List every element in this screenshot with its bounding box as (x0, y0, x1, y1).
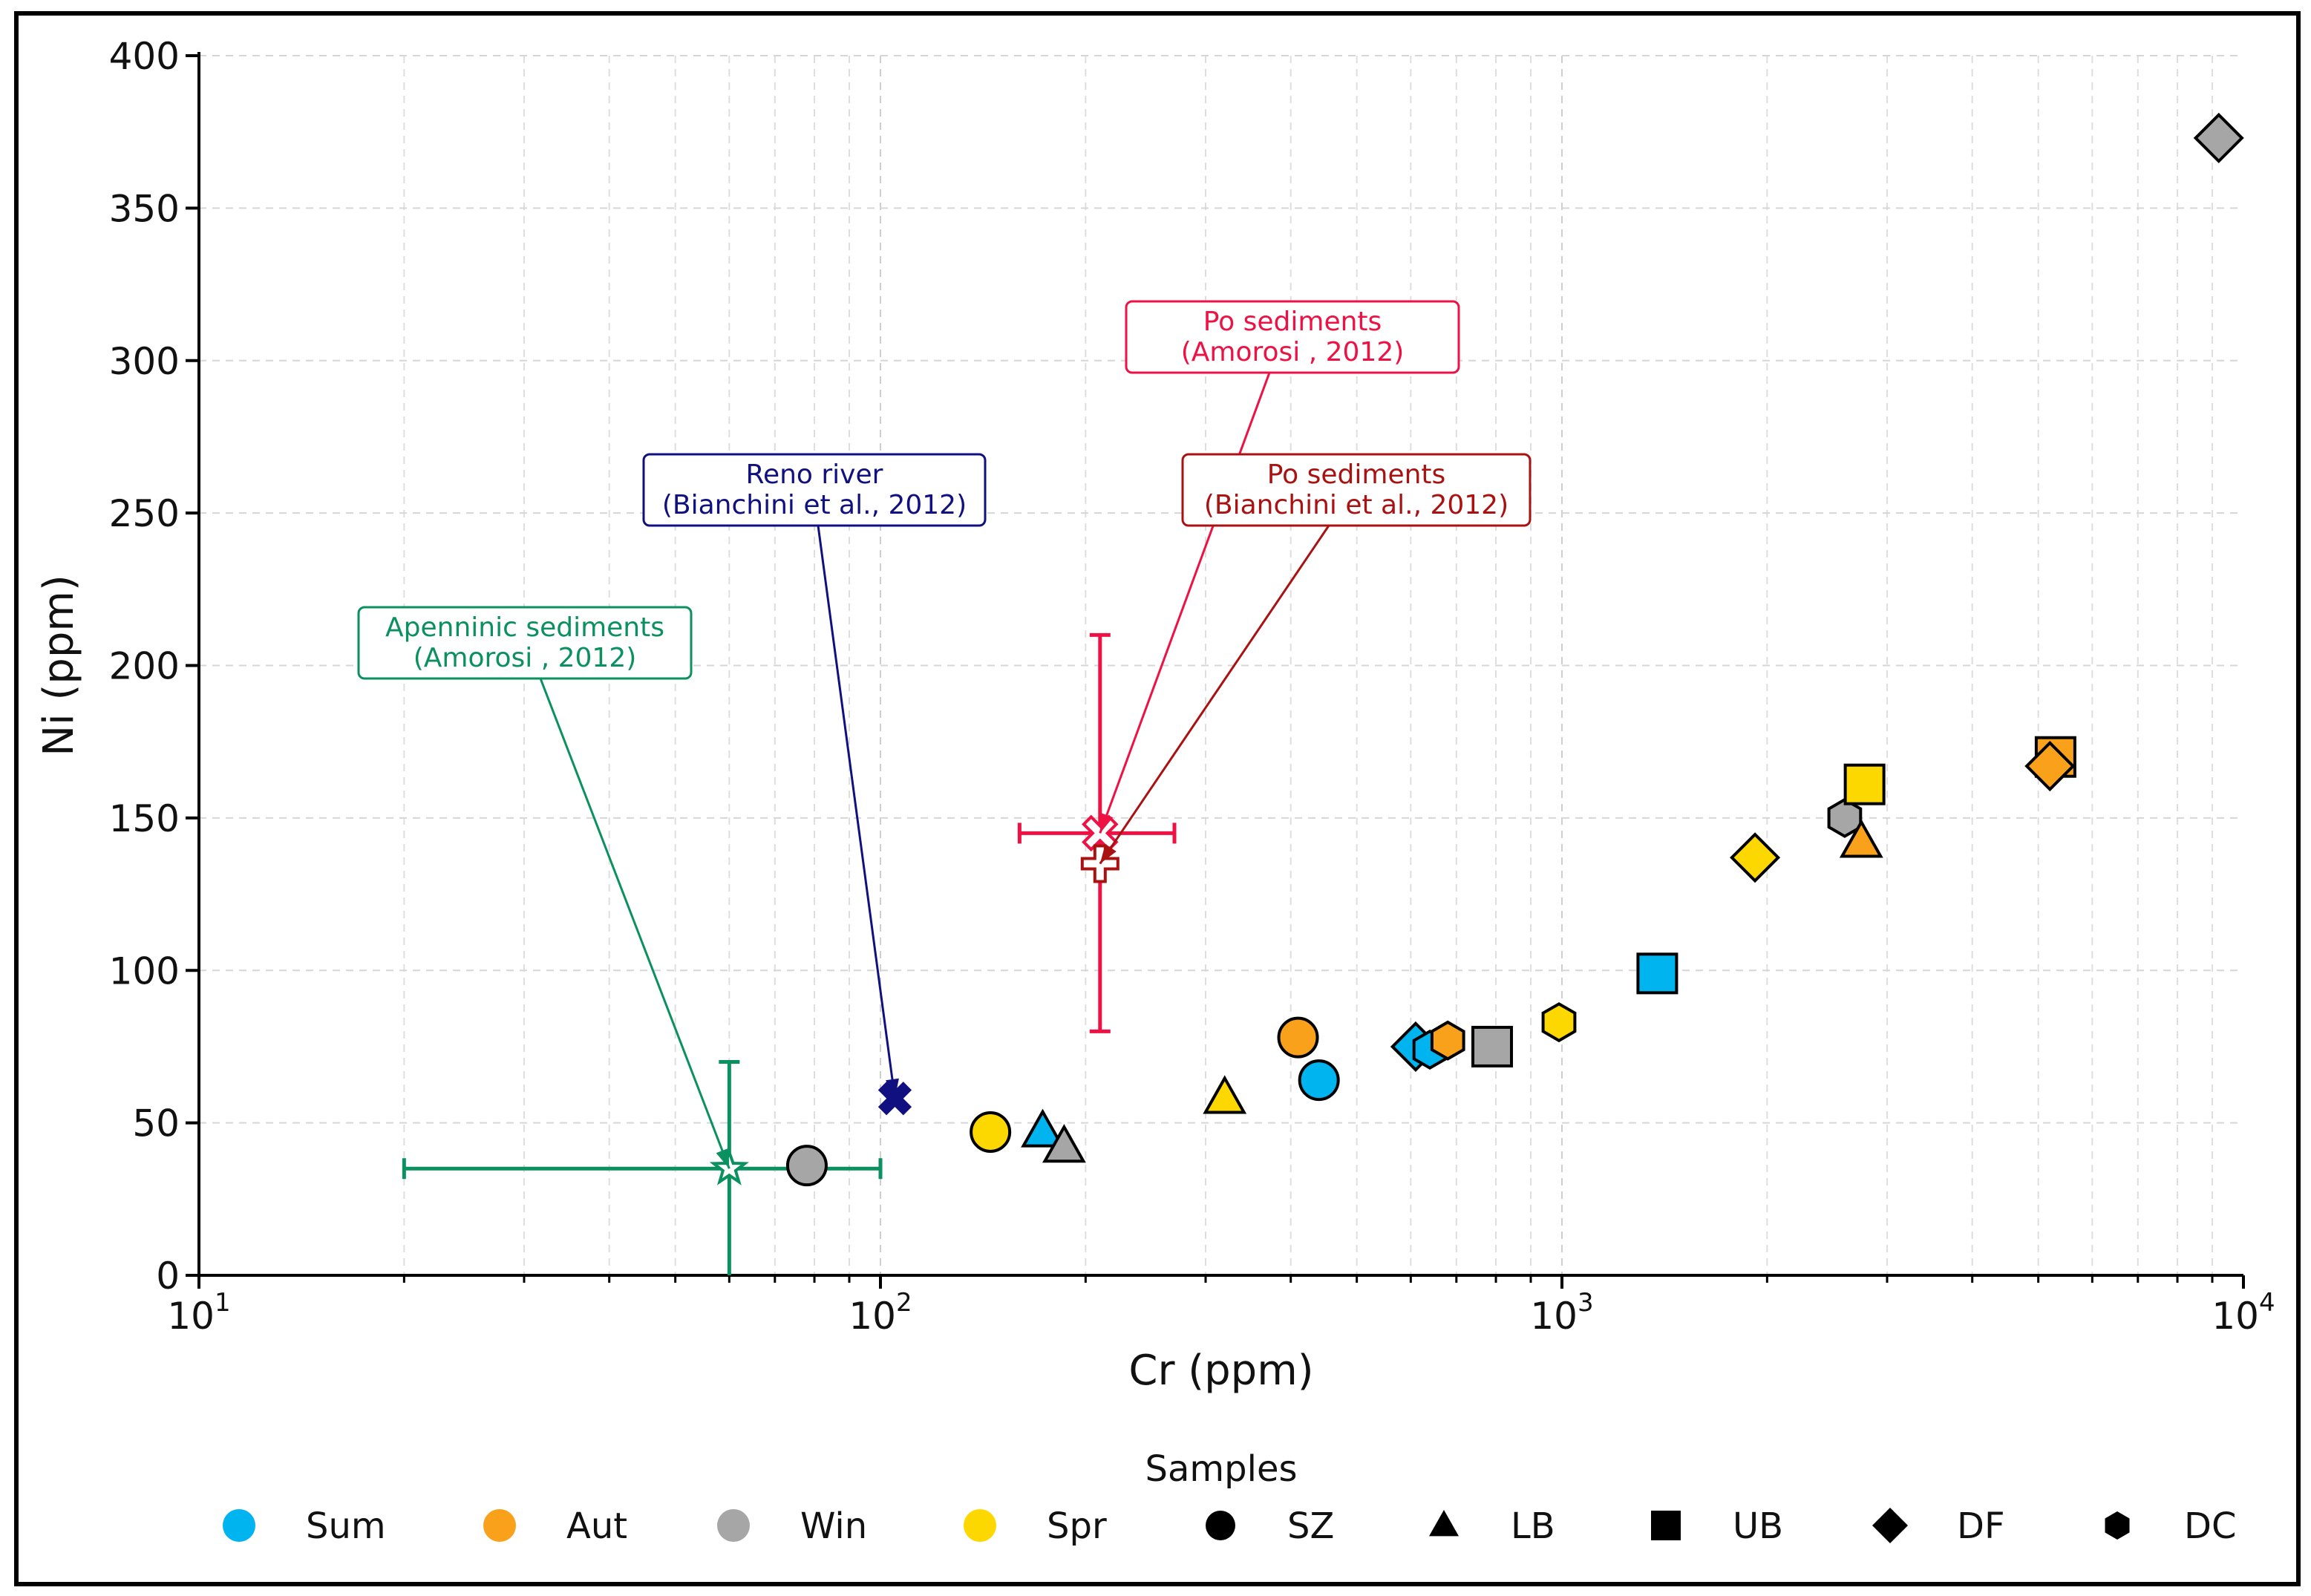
x-tick-base: 10 (1530, 1295, 1578, 1338)
point-sum-lb (1021, 1108, 1065, 1148)
y-tick-label: 250 (109, 492, 180, 535)
point-sum-ub (1636, 952, 1679, 995)
point-aut-lb (1839, 819, 1883, 858)
po_bianchini-arrow-head (1099, 843, 1117, 864)
reno-arrow-line (817, 525, 896, 1099)
legend-marker-spr (964, 1509, 996, 1542)
apennine-label-line2: (Amorosi , 2012) (414, 643, 637, 673)
annotations: Apenninic sediments(Amorosi , 2012)Reno … (357, 300, 1532, 1169)
legend-title: Samples (1145, 1448, 1298, 1490)
apennine-label-line1: Apenninic sediments (385, 612, 664, 643)
point-win-ub (1471, 1025, 1514, 1067)
x-tick-exp: 1 (215, 1288, 231, 1318)
y-tick-label: 300 (109, 340, 180, 383)
legend-label-df: DF (1957, 1505, 2005, 1547)
po_amorosi-arrow-head (1099, 812, 1114, 834)
point-win-lb (1042, 1124, 1086, 1163)
legend-label-spr: Spr (1047, 1505, 1107, 1547)
reno-label-box (642, 453, 987, 527)
point-spr-dc (1541, 1002, 1577, 1043)
legend-marker-aut (483, 1509, 516, 1542)
legend-label-sum: Sum (306, 1505, 386, 1547)
x-tick-label: 103 (1530, 1288, 1593, 1338)
point-win-df (2193, 112, 2244, 163)
legend-label-lb: LB (1511, 1505, 1555, 1547)
point-aut-sz (1277, 1016, 1319, 1059)
legend-marker-lb (1429, 1510, 1459, 1537)
legend-marker-win (717, 1509, 750, 1542)
grid (199, 55, 2243, 1275)
point-sum-sz (1298, 1059, 1340, 1102)
legend: Samples Sum Aut Win Spr SZ LB UB DF DC (223, 1448, 2236, 1547)
point-aut-dc (1430, 1020, 1465, 1061)
x-axis-title: Cr (ppm) (1128, 1347, 1313, 1395)
point-spr-ub (1843, 763, 1886, 805)
po_amorosi-label-box (1125, 300, 1460, 374)
y-tick-label: 50 (132, 1102, 180, 1145)
point-win-dc (1827, 797, 1863, 838)
po_bianchini-label-box (1181, 453, 1532, 527)
x-tick-label: 104 (2212, 1288, 2275, 1338)
sample-points (785, 112, 2244, 1187)
x-tick-exp: 3 (1578, 1288, 1594, 1318)
reno-arrow-head (886, 1078, 899, 1099)
y-tick-label: 0 (156, 1255, 180, 1298)
x-tick-exp: 2 (896, 1288, 912, 1318)
reno-label-line2: (Bianchini et al., 2012) (662, 490, 967, 520)
po_bianchini-label-line1: Po sediments (1267, 459, 1446, 490)
y-tick-label: 200 (109, 645, 180, 688)
y-tick-label: 350 (109, 187, 180, 230)
x-tick-label: 101 (167, 1288, 230, 1338)
po_bianchini-label-line2: (Bianchini et al., 2012) (1204, 490, 1508, 520)
po_amorosi-label-line1: Po sediments (1203, 307, 1382, 337)
x-tick-base: 10 (2212, 1295, 2259, 1338)
legend-marker-ub (1651, 1511, 1681, 1540)
x-tick-label: 102 (849, 1288, 912, 1338)
legend-marker-dc (2105, 1511, 2130, 1540)
y-tick-label: 100 (109, 949, 180, 992)
point-aut-df (2024, 741, 2076, 792)
legend-marker-sum (223, 1509, 255, 1542)
legend-marker-sz (1206, 1511, 1235, 1540)
po_amorosi-arrow-line (1099, 372, 1271, 834)
legend-label-win: Win (800, 1505, 867, 1547)
apennine-arrow-head (716, 1148, 730, 1169)
y-axis-title: Ni (ppm) (35, 575, 83, 756)
legend-marker-df (1872, 1508, 1908, 1543)
y-tick-label: 150 (109, 797, 180, 840)
x-tick-base: 10 (167, 1295, 215, 1338)
po_amorosi-label-line2: (Amorosi , 2012) (1181, 337, 1405, 367)
point-win-sz (785, 1145, 828, 1187)
legend-label-ub: UB (1733, 1505, 1783, 1547)
legend-label-sz: SZ (1287, 1505, 1334, 1547)
x-tick-base: 10 (849, 1295, 896, 1338)
y-tick-label: 400 (109, 35, 180, 78)
x-tick-exp: 4 (2259, 1288, 2275, 1318)
legend-label-aut: Aut (566, 1505, 627, 1547)
apennine-arrow-line (539, 678, 730, 1169)
outer-frame (14, 11, 2301, 1586)
po_bianchini-arrow-line (1099, 525, 1330, 865)
apennine-label-box (357, 606, 693, 680)
point-spr-df (1730, 832, 1781, 883)
legend-label-dc: DC (2184, 1505, 2236, 1547)
reno-label-line1: Reno river (746, 459, 883, 490)
point-spr-lb (1203, 1075, 1247, 1114)
point-spr-sz (970, 1111, 1012, 1153)
